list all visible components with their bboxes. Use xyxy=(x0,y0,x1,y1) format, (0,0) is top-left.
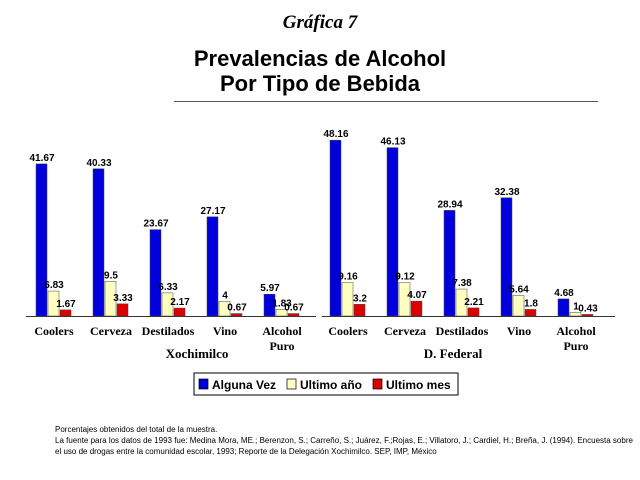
data-label-xochimilco-vino-ultimo-mes: 0.67 xyxy=(227,303,247,314)
chart-caption: Gráfica 7 xyxy=(282,12,358,33)
tick-label-d-federal-coolers: Coolers xyxy=(328,324,368,338)
tick-label-d-federal-vino: Vino xyxy=(507,324,531,338)
bar-xochimilco-cerveza-ultimo-mes xyxy=(116,303,129,317)
title-divider xyxy=(174,101,598,102)
bar-xochimilco-destilados-ultimo-a-o xyxy=(161,292,174,317)
bar-d-federal-destilados-alguna-vez xyxy=(443,210,456,317)
data-label-xochimilco-destilados-ultimo-mes: 2.17 xyxy=(170,297,190,308)
bar-xochimilco-destilados-alguna-vez xyxy=(149,229,162,317)
data-label-d-federal-destilados-alguna-vez: 28.94 xyxy=(437,199,462,210)
bar-xochimilco-alcohol-puro-ultimo-a-o xyxy=(275,309,288,317)
chart-title: Prevalencias de Alcohol Por Tipo de Bebi… xyxy=(0,46,640,96)
bar-xochimilco-cerveza-alguna-vez xyxy=(92,168,105,317)
data-label-d-federal-alcohol-puro-ultimo-mes: 0.43 xyxy=(578,303,598,314)
data-label-d-federal-cerveza-ultimo-a-o: 9.12 xyxy=(395,272,415,283)
data-label-xochimilco-alcohol-puro-ultimo-a-o: 1.83 xyxy=(272,298,292,309)
data-label-d-federal-cerveza-alguna-vez: 46.13 xyxy=(380,137,405,148)
tick-label-xochimilco-vino: Vino xyxy=(213,324,237,338)
data-label-xochimilco-cerveza-alguna-vez: 40.33 xyxy=(86,158,111,169)
data-label-xochimilco-coolers-ultimo-a-o: 6.83 xyxy=(44,280,64,291)
tick-label-d-federal-destilados: Destilados xyxy=(436,324,489,338)
bar-xochimilco-vino-ultimo-mes xyxy=(230,313,243,317)
data-label-xochimilco-vino-ultimo-a-o: 4 xyxy=(222,290,228,301)
legend-label-ultimo-a-o: Ultimo año xyxy=(300,378,362,392)
data-label-d-federal-coolers-ultimo-mes: 3.2 xyxy=(353,293,367,304)
bar-chart: 41.67 6.83 1.67 Coolers 40.33 9.5 3.33 Cerveza 2… xyxy=(26,129,615,396)
data-label-d-federal-vino-ultimo-mes: 1.8 xyxy=(524,298,538,309)
data-label-d-federal-alcohol-puro-alguna-vez: 4.68 xyxy=(554,288,574,299)
data-label-xochimilco-alcohol-puro-ultimo-mes: 0.67 xyxy=(284,303,304,314)
group-label-xochimilco: Xochimilco xyxy=(166,346,229,361)
bar-d-federal-alcohol-puro-ultimo-a-o xyxy=(569,312,582,317)
legend-swatch-ultimo-mes xyxy=(372,378,383,390)
data-label-xochimilco-coolers-ultimo-mes: 1.67 xyxy=(56,299,76,310)
footnote-source: La fuente para los datos de 1993 fue: Me… xyxy=(55,436,633,456)
bar-d-federal-cerveza-ultimo-mes xyxy=(410,300,423,317)
bar-xochimilco-coolers-ultimo-a-o xyxy=(47,290,60,317)
data-label-xochimilco-vino-alguna-vez: 27.17 xyxy=(200,206,225,217)
tick-label-xochimilco-alcohol-puro-line2: Puro xyxy=(269,339,294,353)
legend-box xyxy=(193,372,459,396)
bar-d-federal-cerveza-ultimo-a-o xyxy=(398,282,411,317)
data-label-xochimilco-cerveza-ultimo-a-o: 9.5 xyxy=(104,270,118,281)
bar-xochimilco-alcohol-puro-alguna-vez xyxy=(263,293,276,317)
tick-label-xochimilco-alcohol-puro-line1: Alcohol xyxy=(262,324,302,338)
bar-d-federal-coolers-alguna-vez xyxy=(329,139,342,317)
bar-xochimilco-coolers-alguna-vez xyxy=(35,163,48,317)
tick-label-d-federal-alcohol-puro-line1: Alcohol xyxy=(556,324,596,338)
bar-xochimilco-vino-alguna-vez xyxy=(206,216,219,317)
bar-d-federal-destilados-ultimo-mes xyxy=(467,307,480,317)
bar-xochimilco-destilados-ultimo-mes xyxy=(173,307,186,317)
data-label-d-federal-destilados-ultimo-mes: 2.21 xyxy=(464,297,484,308)
bar-xochimilco-vino-ultimo-a-o xyxy=(218,301,231,317)
legend-label-alguna-vez: Alguna Vez xyxy=(212,378,276,392)
data-label-xochimilco-cerveza-ultimo-mes: 3.33 xyxy=(113,293,133,304)
legend-label-ultimo-mes: Ultimo mes xyxy=(386,378,451,392)
data-label-d-federal-cerveza-ultimo-mes: 4.07 xyxy=(407,290,427,301)
data-label-d-federal-vino-alguna-vez: 32.38 xyxy=(494,187,519,198)
bar-xochimilco-alcohol-puro-ultimo-mes xyxy=(287,313,300,317)
tick-label-xochimilco-coolers: Coolers xyxy=(34,324,74,338)
chart-title-line2: Por Tipo de Bebida xyxy=(219,71,421,96)
bar-d-federal-coolers-ultimo-a-o xyxy=(341,282,354,317)
tick-label-d-federal-cerveza: Cerveza xyxy=(384,324,426,338)
data-label-d-federal-coolers-ultimo-a-o: 9.16 xyxy=(338,272,358,283)
bar-d-federal-destilados-ultimo-a-o xyxy=(455,288,468,317)
tick-label-xochimilco-cerveza: Cerveza xyxy=(90,324,132,338)
data-label-d-federal-alcohol-puro-ultimo-a-o: 1 xyxy=(573,301,579,312)
legend-swatch-ultimo-a-o xyxy=(286,378,297,390)
tick-label-d-federal-alcohol-puro-line2: Puro xyxy=(563,339,588,353)
chart-title-line1: Prevalencias de Alcohol xyxy=(193,46,447,71)
bar-d-federal-cerveza-alguna-vez xyxy=(386,147,399,317)
bar-d-federal-alcohol-puro-ultimo-mes xyxy=(581,314,594,317)
bar-d-federal-vino-alguna-vez xyxy=(500,197,513,317)
bar-xochimilco-cerveza-ultimo-a-o xyxy=(104,281,117,317)
tick-label-xochimilco-destilados: Destilados xyxy=(142,324,195,338)
footnote-sample: Porcentajes obtenidos del total de la mu… xyxy=(55,425,218,434)
group-label-d-federal: D. Federal xyxy=(424,346,483,361)
bar-d-federal-coolers-ultimo-mes xyxy=(353,304,366,317)
legend-swatch-alguna-vez xyxy=(198,378,209,390)
bar-d-federal-alcohol-puro-alguna-vez xyxy=(557,298,570,317)
bar-d-federal-vino-ultimo-mes xyxy=(524,309,537,317)
data-label-xochimilco-alcohol-puro-alguna-vez: 5.97 xyxy=(260,283,280,294)
data-label-xochimilco-destilados-alguna-vez: 23.67 xyxy=(143,219,168,230)
data-label-d-federal-coolers-alguna-vez: 48.16 xyxy=(323,129,348,140)
bar-d-federal-vino-ultimo-a-o xyxy=(512,295,525,317)
data-label-xochimilco-destilados-ultimo-a-o: 6.33 xyxy=(158,282,178,293)
data-label-d-federal-vino-ultimo-a-o: 5.64 xyxy=(509,284,529,295)
bar-xochimilco-coolers-ultimo-mes xyxy=(59,309,72,317)
data-label-d-federal-destilados-ultimo-a-o: 7.38 xyxy=(452,278,472,289)
data-label-xochimilco-coolers-alguna-vez: 41.67 xyxy=(29,153,54,164)
